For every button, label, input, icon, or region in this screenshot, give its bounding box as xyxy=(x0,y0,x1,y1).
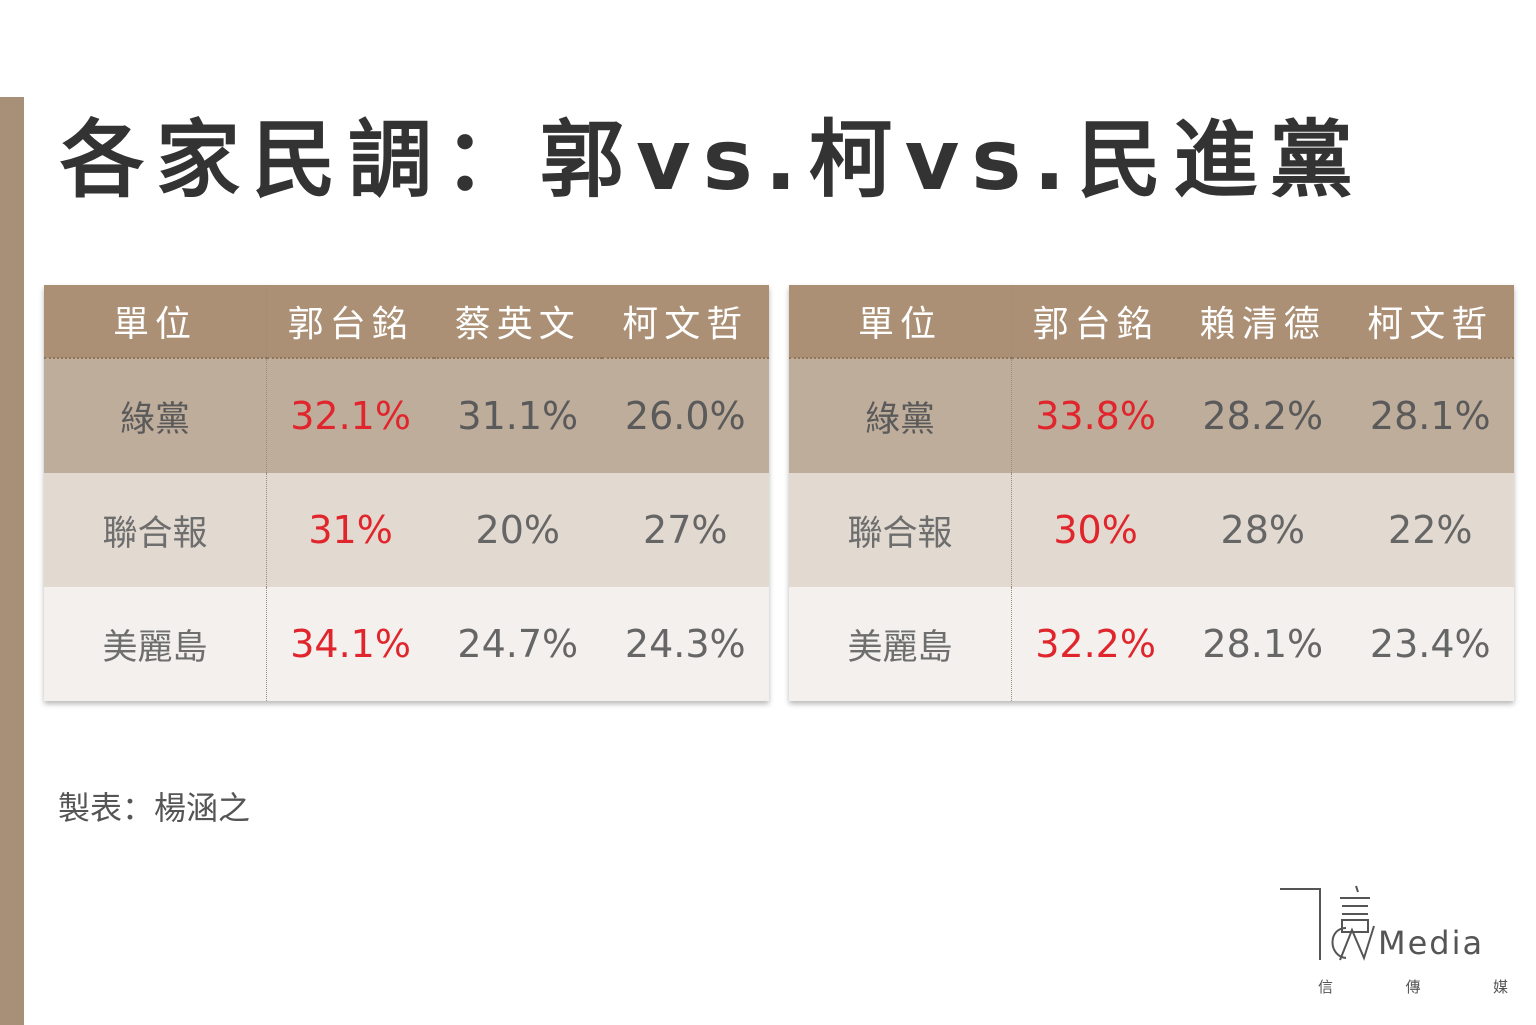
poll-table-right: 單位 郭台銘 賴清德 柯文哲 綠黨 33.8% 28.2% 28.1% 聯合報 … xyxy=(789,285,1514,701)
column-header: 柯文哲 xyxy=(1346,285,1514,359)
side-accent-bar xyxy=(0,97,24,1025)
data-cell: 28.1% xyxy=(1179,587,1347,701)
column-header: 郭台銘 xyxy=(266,285,435,359)
row-unit-label: 美麗島 xyxy=(44,587,268,701)
table-row: 綠黨 32.1% 31.1% 26.0% xyxy=(44,358,769,473)
page-title: 各家民調：郭vs.柯vs.民進黨 xyxy=(60,111,1366,209)
media-logo: Media 信 傳 媒 xyxy=(1278,882,1508,997)
data-cell: 24.7% xyxy=(434,587,602,701)
data-cell: 30% xyxy=(1011,473,1180,587)
table-row: 聯合報 31% 20% 27% xyxy=(44,473,769,587)
table-row: 綠黨 33.8% 28.2% 28.1% xyxy=(789,358,1514,473)
column-header: 單位 xyxy=(789,285,1013,359)
table-header-row: 單位 郭台銘 賴清德 柯文哲 xyxy=(789,285,1514,359)
data-cell: 22% xyxy=(1346,473,1514,587)
data-cell: 27% xyxy=(601,473,769,587)
row-unit-label: 聯合報 xyxy=(44,473,268,587)
data-cell: 32.1% xyxy=(266,358,435,473)
data-cell: 31% xyxy=(266,473,435,587)
logo-sub-char: 媒 xyxy=(1492,978,1508,996)
data-cell: 24.3% xyxy=(601,587,769,701)
table-row: 聯合報 30% 28% 22% xyxy=(789,473,1514,587)
data-cell: 32.2% xyxy=(1011,587,1180,701)
column-header: 郭台銘 xyxy=(1011,285,1180,359)
table-credit: 製表：楊涵之 xyxy=(58,789,251,827)
column-header: 單位 xyxy=(44,285,268,359)
logo-sub-char: 傳 xyxy=(1405,978,1421,996)
data-cell: 28.2% xyxy=(1179,358,1347,473)
media-logo-mark-icon xyxy=(1280,885,1375,961)
table-row: 美麗島 34.1% 24.7% 24.3% xyxy=(44,587,769,701)
data-cell: 26.0% xyxy=(601,358,769,473)
row-unit-label: 綠黨 xyxy=(44,358,268,473)
data-cell: 34.1% xyxy=(266,587,435,701)
row-unit-label: 聯合報 xyxy=(789,473,1013,587)
column-header: 賴清德 xyxy=(1179,285,1347,359)
row-unit-label: 綠黨 xyxy=(789,358,1013,473)
data-cell: 33.8% xyxy=(1011,358,1180,473)
data-cell: 23.4% xyxy=(1346,587,1514,701)
data-cell: 20% xyxy=(434,473,602,587)
table-row: 美麗島 32.2% 28.1% 23.4% xyxy=(789,587,1514,701)
row-unit-label: 美麗島 xyxy=(789,587,1013,701)
logo-wordmark: Media xyxy=(1378,924,1485,962)
data-cell: 28% xyxy=(1179,473,1347,587)
data-cell: 28.1% xyxy=(1346,358,1514,473)
logo-sub-char: 信 xyxy=(1318,978,1334,996)
column-header: 蔡英文 xyxy=(434,285,602,359)
poll-table-left: 單位 郭台銘 蔡英文 柯文哲 綠黨 32.1% 31.1% 26.0% 聯合報 … xyxy=(44,285,769,701)
logo-subtitle: 信 傳 媒 xyxy=(1318,976,1508,997)
table-header-row: 單位 郭台銘 蔡英文 柯文哲 xyxy=(44,285,769,359)
column-header: 柯文哲 xyxy=(601,285,769,359)
data-cell: 31.1% xyxy=(434,358,602,473)
